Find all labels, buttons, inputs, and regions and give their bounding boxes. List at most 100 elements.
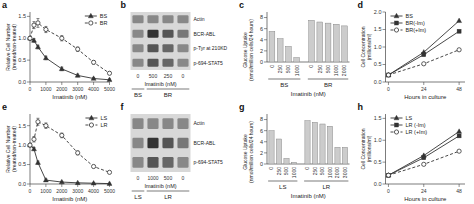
error-cap	[36, 18, 39, 19]
legend-entry: LR (-Im)	[406, 122, 426, 128]
y-tick	[383, 29, 386, 30]
band	[132, 15, 143, 23]
bar	[294, 58, 300, 62]
point	[60, 36, 64, 40]
bar	[269, 31, 275, 62]
x-tick-label: 500	[285, 65, 291, 74]
band	[147, 30, 158, 38]
point	[386, 173, 390, 177]
band	[162, 59, 173, 67]
lane-label: 500	[164, 175, 173, 181]
legend-marker	[395, 21, 399, 25]
band	[132, 59, 143, 67]
panel-letter: b	[121, 0, 127, 10]
legend-marker	[89, 123, 93, 127]
group-label: LR	[322, 184, 330, 190]
band	[147, 118, 158, 129]
legend-entry: BS	[100, 13, 108, 19]
band-label: BCR-ABL	[194, 31, 216, 37]
point	[31, 146, 36, 151]
bar	[291, 162, 296, 164]
point	[107, 181, 112, 186]
x-axis-line	[30, 82, 110, 83]
point	[457, 29, 461, 33]
legend-marker	[89, 115, 94, 120]
y-axis-label: Cell Concentration(millions/ml)	[360, 128, 372, 169]
point	[91, 76, 96, 81]
group-line	[147, 191, 190, 192]
x-tick-label: 250	[276, 167, 282, 176]
axes: 0.00.51.01.502448Hours in cultureCell Co…	[360, 114, 465, 202]
legend-marker	[395, 123, 399, 127]
point	[107, 77, 112, 82]
y-tick-label: 0.5	[374, 61, 382, 67]
y-tick	[383, 162, 386, 163]
x-tick-label: 0	[387, 86, 390, 92]
x-tick-label: 1000	[333, 65, 339, 76]
blot-background	[131, 12, 191, 70]
error-bar	[32, 22, 35, 29]
y-tick-label: 1.0	[18, 142, 26, 148]
series-line	[388, 31, 459, 75]
band-label: Actin	[194, 120, 205, 126]
band-label: p-Tyr at 210KD	[194, 45, 228, 51]
blot: ActinBCR-ABLp-694-STAT5010005000Imatinib…	[131, 114, 223, 200]
series-line	[30, 23, 110, 73]
point	[59, 66, 64, 71]
series-line	[388, 50, 459, 75]
x-tick-label: 0	[269, 65, 275, 68]
band	[162, 157, 173, 168]
blot: ActinBCR-ABLp-Tyr at 210KDp-694-STAT5050…	[131, 12, 228, 98]
panel-letter: d	[358, 0, 364, 10]
x-tick-label: 0	[308, 65, 314, 68]
x-tick-label: 0	[29, 188, 32, 194]
x-tick-label: 5000	[104, 86, 115, 92]
y-tick-label: 0.0	[18, 79, 26, 85]
bar	[276, 139, 281, 164]
x-tick-label: 24	[421, 86, 427, 92]
y-axis-line	[30, 12, 31, 82]
point	[44, 124, 48, 128]
group-line	[147, 89, 190, 90]
y-tick	[264, 141, 267, 142]
x-axis-label: Imatinib (nM)	[144, 81, 176, 87]
point	[457, 48, 461, 52]
plot-area	[386, 18, 462, 77]
legend-entry: BS	[406, 13, 414, 19]
band-label: BCR-ABL	[194, 140, 216, 146]
y-tick	[264, 119, 267, 120]
x-tick-label: 4000	[88, 188, 99, 194]
y-tick	[383, 118, 386, 119]
panel-letter: c	[239, 0, 244, 10]
figure: 0.00.51.01.5010002000300040005000Imatini…	[0, 0, 474, 204]
error-bar	[44, 56, 47, 60]
series-line	[30, 145, 110, 184]
error-bar	[76, 47, 79, 51]
band	[162, 30, 173, 38]
x-tick-label: 250	[317, 65, 323, 74]
lane-label: 250	[164, 73, 173, 79]
point	[457, 18, 462, 23]
y-tick	[383, 47, 386, 48]
plot-area	[28, 19, 113, 82]
x-tick-label: 48	[456, 86, 462, 92]
y-tick	[264, 164, 267, 165]
legend: LSLR	[85, 115, 107, 128]
legend-marker	[89, 21, 93, 25]
point	[35, 160, 40, 165]
y-tick-label: 0.5	[18, 57, 26, 63]
x-tick-label: 1000	[327, 167, 333, 178]
legend-entry: LS	[100, 115, 107, 121]
x-tick-label: 1000	[40, 86, 51, 92]
error-bar	[29, 144, 32, 147]
group-line	[132, 89, 145, 90]
panel-letter: h	[358, 102, 364, 112]
error-bar	[29, 37, 32, 41]
error-bar	[76, 151, 79, 155]
axes: 02505001000BS025050010002000BR02468Imati…	[242, 12, 350, 97]
series-line	[388, 136, 459, 175]
band	[132, 30, 143, 38]
band	[177, 59, 188, 67]
group-label: LS	[134, 194, 141, 200]
x-axis-line	[386, 82, 466, 83]
